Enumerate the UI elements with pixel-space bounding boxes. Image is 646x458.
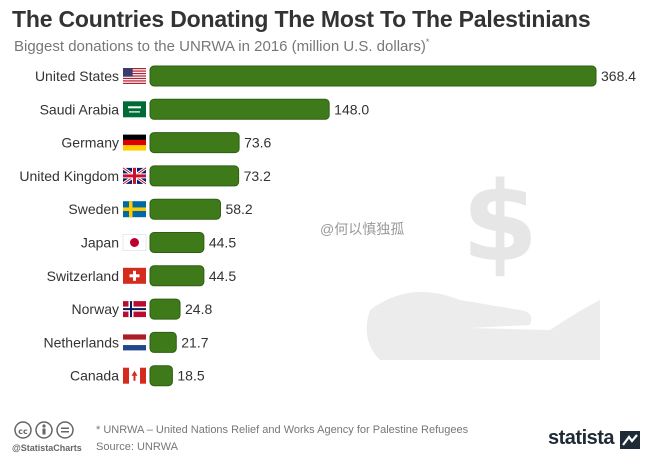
value-label: 21.7: [181, 334, 208, 350]
chart-title: The Countries Donating The Most To The P…: [12, 6, 591, 32]
category-label: Norway: [72, 301, 119, 317]
bar: [149, 198, 221, 220]
norway-flag: [123, 301, 146, 318]
source-note: Source: UNRWA: [96, 441, 178, 453]
value-label: 44.5: [209, 235, 236, 251]
statista-logo-text[interactable]: statista: [548, 427, 615, 449]
bar-chart: United States 368.4 Saudi Arabia 148.0 Germa…: [19, 65, 636, 387]
nd-icon: [56, 421, 74, 439]
value-label: 24.8: [185, 301, 212, 317]
subtitle-footnote-marker: *: [425, 37, 430, 47]
bar: [149, 298, 181, 320]
value-label: 58.2: [225, 201, 252, 217]
value-label: 44.5: [209, 268, 236, 284]
bar: [149, 232, 205, 253]
category-label: Germany: [61, 135, 119, 151]
category-label: Japan: [81, 235, 119, 251]
value-label: 73.6: [244, 135, 271, 151]
value-label: 73.2: [244, 168, 271, 184]
bar: [149, 265, 205, 287]
category-label: United States: [35, 68, 119, 84]
category-label: Saudi Arabia: [40, 101, 120, 117]
cc-icon: [14, 421, 32, 439]
category-label: United Kingdom: [19, 168, 119, 184]
uk-flag: [122, 166, 147, 186]
category-label: Switzerland: [47, 268, 119, 284]
bar: [149, 65, 597, 87]
statista-handle: @StatistaCharts: [12, 443, 82, 453]
japan-flag: [122, 234, 147, 251]
watermark-text: @何以慎独孤: [320, 221, 405, 237]
category-label: Canada: [70, 368, 119, 384]
bar: [149, 98, 330, 120]
sweden-flag: [123, 201, 146, 218]
switzerland-flag: [123, 267, 146, 284]
netherlands-flag: [123, 334, 146, 351]
category-label: Sweden: [68, 201, 119, 217]
germany-flag: [123, 134, 146, 151]
statista-logo-icon[interactable]: [620, 431, 640, 449]
subtitle-text: Biggest donations to the UNRWA in 2016 (…: [14, 38, 426, 55]
bar: [149, 365, 173, 387]
svg-text:cc: cc: [18, 427, 28, 436]
bar: [149, 132, 240, 154]
bar: [149, 165, 240, 187]
bar: [149, 331, 177, 353]
value-label: 368.4: [601, 68, 636, 84]
value-label: 148.0: [334, 101, 369, 117]
money-hand-illustration: $: [366, 160, 600, 360]
canada-flag: [123, 367, 146, 384]
footnote: * UNRWA – United Nations Relief and Work…: [96, 424, 469, 436]
chart-subtitle: Biggest donations to the UNRWA in 2016 (…: [14, 37, 429, 55]
value-label: 18.5: [177, 368, 204, 384]
us-flag: [123, 68, 146, 84]
svg-text:$: $: [462, 160, 539, 286]
saudi-flag: [123, 101, 146, 118]
category-label: Netherlands: [44, 334, 120, 350]
by-icon: [35, 421, 53, 439]
creative-commons-icons: cc: [14, 421, 74, 439]
